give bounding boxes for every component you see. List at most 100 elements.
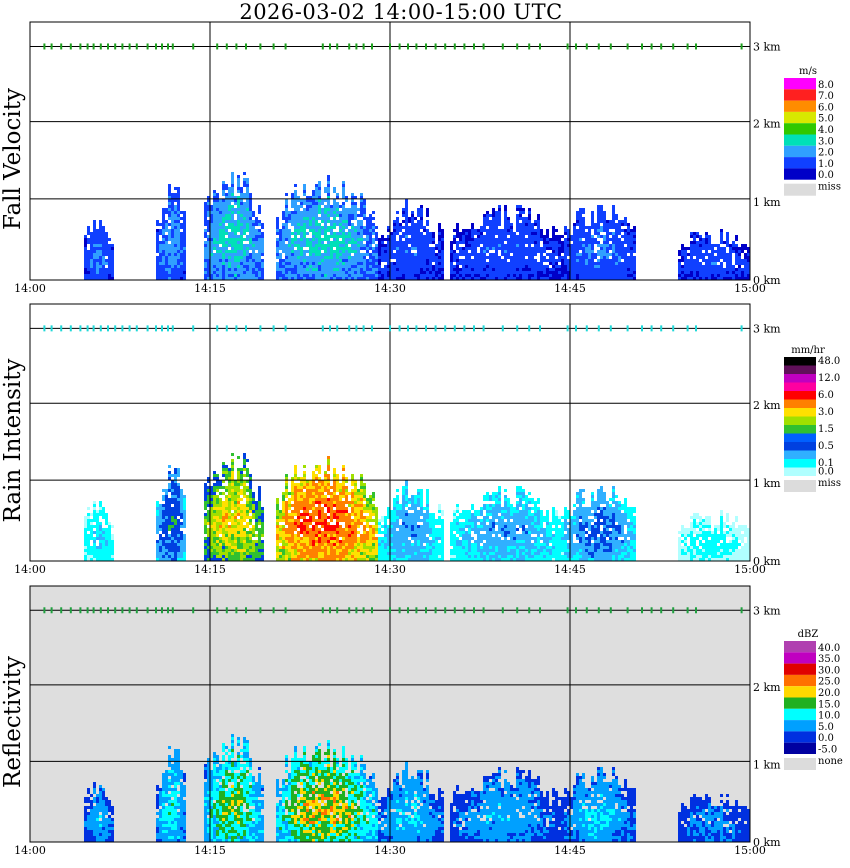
echo-cell — [489, 247, 492, 250]
echo-cell — [219, 262, 222, 265]
echo-cell — [216, 537, 219, 540]
echo-cell — [426, 274, 429, 277]
echo-cell — [213, 223, 216, 226]
echo-cell — [222, 244, 225, 247]
echo-cell — [207, 226, 210, 229]
echo-cell — [366, 229, 369, 232]
echo-cell — [348, 217, 351, 220]
echo-cell — [249, 232, 252, 235]
echo-cell — [252, 271, 255, 274]
time-marker — [575, 43, 577, 50]
echo-cell — [429, 259, 432, 262]
echo-cell — [366, 262, 369, 265]
echo-cell — [294, 543, 297, 546]
echo-cell — [612, 214, 615, 217]
echo-cell — [432, 274, 435, 277]
echo-cell — [303, 241, 306, 244]
echo-cell — [84, 525, 87, 528]
echo-cell — [387, 238, 390, 241]
echo-cell — [624, 262, 627, 265]
echo-cell — [180, 513, 183, 516]
echo-cell — [306, 262, 309, 265]
echo-cell — [171, 480, 174, 483]
echo-cell — [729, 274, 732, 277]
echo-cell — [237, 489, 240, 492]
echo-cell — [171, 549, 174, 552]
echo-cell — [552, 226, 555, 229]
echo-cell — [474, 253, 477, 256]
echo-cell — [213, 193, 216, 196]
echo-cell — [303, 510, 306, 513]
echo-cell — [450, 253, 453, 256]
echo-cell — [573, 226, 576, 229]
echo-cell — [165, 516, 168, 519]
echo-cell — [429, 265, 432, 268]
echo-cell — [615, 250, 618, 253]
echo-cell — [99, 510, 102, 513]
echo-cell — [210, 238, 213, 241]
echo-cell — [291, 513, 294, 516]
echo-cell — [222, 229, 225, 232]
echo-cell — [315, 271, 318, 274]
time-marker — [69, 43, 72, 50]
echo-cell — [300, 265, 303, 268]
echo-cell — [372, 253, 375, 256]
echo-cell — [297, 552, 300, 555]
echo-cell — [255, 238, 258, 241]
echo-cell — [357, 274, 360, 277]
echo-cell — [315, 498, 318, 501]
echo-cell — [234, 250, 237, 253]
echo-cell — [162, 226, 165, 229]
echo-cell — [360, 256, 363, 259]
echo-cell — [84, 531, 87, 534]
echo-cell — [162, 504, 165, 507]
echo-cell — [255, 217, 258, 220]
echo-cell — [405, 220, 408, 223]
echo-cell — [174, 244, 177, 247]
echo-cell — [456, 259, 459, 262]
echo-cell — [483, 250, 486, 253]
echo-cell — [399, 226, 402, 229]
echo-cell — [486, 214, 489, 217]
echo-cell — [243, 516, 246, 519]
echo-cell — [594, 232, 597, 235]
echo-cell — [600, 247, 603, 250]
echo-cell — [372, 238, 375, 241]
echo-cell — [288, 217, 291, 220]
echo-cell — [525, 226, 528, 229]
echo-cell — [162, 531, 165, 534]
echo-cell — [351, 229, 354, 232]
echo-cell — [216, 495, 219, 498]
echo-cell — [303, 259, 306, 262]
echo-cell — [393, 226, 396, 229]
echo-cell — [171, 534, 174, 537]
echo-cell — [216, 253, 219, 256]
echo-cell — [426, 265, 429, 268]
echo-cell — [405, 199, 408, 202]
echo-cell — [312, 271, 315, 274]
echo-cell — [174, 217, 177, 220]
echo-cell — [315, 217, 318, 220]
echo-cell — [171, 229, 174, 232]
echo-cell — [471, 265, 474, 268]
echo-cell — [495, 223, 498, 226]
echo-cell — [258, 244, 261, 247]
echo-cell — [492, 217, 495, 220]
echo-cell — [591, 241, 594, 244]
echo-cell — [300, 253, 303, 256]
echo-cell — [174, 528, 177, 531]
echo-cell — [225, 220, 228, 223]
echo-cell — [420, 232, 423, 235]
echo-cell — [105, 549, 108, 552]
echo-cell — [87, 522, 90, 525]
echo-cell — [582, 259, 585, 262]
echo-cell — [309, 483, 312, 486]
echo-cell — [171, 522, 174, 525]
echo-cell — [207, 513, 210, 516]
echo-cell — [111, 552, 114, 555]
echo-cell — [705, 241, 708, 244]
echo-cell — [525, 262, 528, 265]
echo-cell — [249, 265, 252, 268]
echo-cell — [228, 552, 231, 555]
echo-cell — [96, 522, 99, 525]
